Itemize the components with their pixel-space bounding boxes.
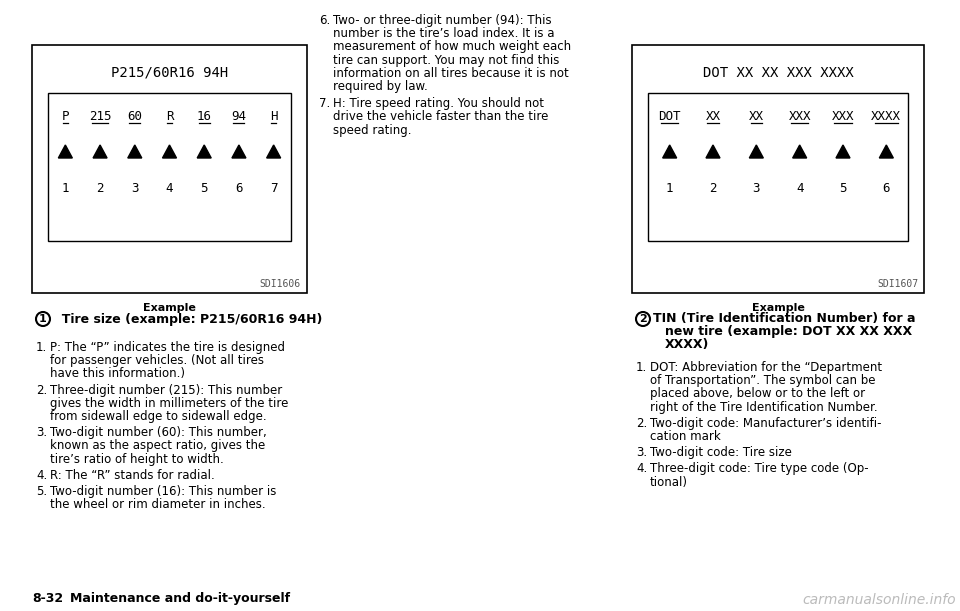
Text: DOT: Abbreviation for the “Department: DOT: Abbreviation for the “Department <box>650 361 882 374</box>
Text: H: H <box>270 111 277 123</box>
Text: new tire (example: DOT XX XX XXX: new tire (example: DOT XX XX XXX <box>665 325 912 338</box>
Text: 4: 4 <box>166 181 173 194</box>
Text: measurement of how much weight each: measurement of how much weight each <box>333 40 571 53</box>
Text: right of the Tire Identification Number.: right of the Tire Identification Number. <box>650 401 877 414</box>
Text: 4: 4 <box>796 181 804 194</box>
Text: tire’s ratio of height to width.: tire’s ratio of height to width. <box>50 453 224 466</box>
Text: 1: 1 <box>39 314 47 324</box>
Text: 6: 6 <box>882 181 890 194</box>
Polygon shape <box>267 145 280 158</box>
Text: R: The “R” stands for radial.: R: The “R” stands for radial. <box>50 469 215 482</box>
FancyBboxPatch shape <box>648 93 908 241</box>
Text: DOT XX XX XXX XXXX: DOT XX XX XXX XXXX <box>703 66 853 80</box>
Text: 4.: 4. <box>36 469 47 482</box>
FancyBboxPatch shape <box>32 45 307 293</box>
Text: of Transportation”. The symbol can be: of Transportation”. The symbol can be <box>650 374 876 387</box>
Polygon shape <box>162 145 177 158</box>
Text: R: R <box>166 111 173 123</box>
Text: 1.: 1. <box>36 341 47 354</box>
Text: Two-digit code: Manufacturer’s identifi-: Two-digit code: Manufacturer’s identifi- <box>650 417 881 430</box>
Text: the wheel or rim diameter in inches.: the wheel or rim diameter in inches. <box>50 498 266 511</box>
Text: 2: 2 <box>709 181 717 194</box>
Text: 4.: 4. <box>636 463 647 475</box>
Text: 16: 16 <box>197 111 212 123</box>
Text: P: P <box>61 111 69 123</box>
Polygon shape <box>793 145 806 158</box>
Text: tional): tional) <box>650 475 688 489</box>
Text: XXX: XXX <box>788 111 811 123</box>
Text: 215: 215 <box>89 111 111 123</box>
Text: 1.: 1. <box>636 361 647 374</box>
Text: Maintenance and do-it-yourself: Maintenance and do-it-yourself <box>70 592 290 605</box>
Text: 8-32: 8-32 <box>32 592 63 605</box>
Text: 2: 2 <box>96 181 104 194</box>
Text: XX: XX <box>749 111 764 123</box>
Text: Two-digit number (16): This number is: Two-digit number (16): This number is <box>50 485 276 498</box>
Text: P215/60R16 94H: P215/60R16 94H <box>110 66 228 80</box>
Text: gives the width in millimeters of the tire: gives the width in millimeters of the ti… <box>50 397 288 410</box>
Text: 5: 5 <box>201 181 208 194</box>
Text: from sidewall edge to sidewall edge.: from sidewall edge to sidewall edge. <box>50 410 267 423</box>
Text: cation mark: cation mark <box>650 430 721 443</box>
Text: known as the aspect ratio, gives the: known as the aspect ratio, gives the <box>50 439 265 452</box>
Polygon shape <box>879 145 894 158</box>
Text: Two-digit number (60): This number,: Two-digit number (60): This number, <box>50 426 267 439</box>
Text: 3.: 3. <box>636 446 647 459</box>
Text: 2: 2 <box>639 314 647 324</box>
Polygon shape <box>59 145 72 158</box>
Text: DOT: DOT <box>659 111 681 123</box>
Text: 3: 3 <box>753 181 760 194</box>
Text: 2.: 2. <box>36 384 47 397</box>
Text: 3: 3 <box>131 181 138 194</box>
Text: XXXX): XXXX) <box>665 338 709 351</box>
Text: 6: 6 <box>235 181 243 194</box>
Text: 1: 1 <box>61 181 69 194</box>
Text: 5: 5 <box>839 181 847 194</box>
Text: XXXX: XXXX <box>872 111 901 123</box>
Text: 7.: 7. <box>319 97 330 110</box>
Text: Example: Example <box>143 303 196 313</box>
Text: speed rating.: speed rating. <box>333 123 412 137</box>
Text: required by law.: required by law. <box>333 80 428 93</box>
Text: Three-digit code: Tire type code (Op-: Three-digit code: Tire type code (Op- <box>650 463 869 475</box>
Polygon shape <box>750 145 763 158</box>
Text: 94: 94 <box>231 111 247 123</box>
Polygon shape <box>93 145 108 158</box>
Polygon shape <box>706 145 720 158</box>
Text: Three-digit number (215): This number: Three-digit number (215): This number <box>50 384 282 397</box>
Text: 1: 1 <box>666 181 673 194</box>
Text: number is the tire’s load index. It is a: number is the tire’s load index. It is a <box>333 27 555 40</box>
Text: Two- or three-digit number (94): This: Two- or three-digit number (94): This <box>333 14 552 27</box>
Text: H: Tire speed rating. You should not: H: Tire speed rating. You should not <box>333 97 544 110</box>
Polygon shape <box>197 145 211 158</box>
Text: 7: 7 <box>270 181 277 194</box>
Text: P: The “P” indicates the tire is designed: P: The “P” indicates the tire is designe… <box>50 341 285 354</box>
Polygon shape <box>836 145 850 158</box>
Text: for passenger vehicles. (Not all tires: for passenger vehicles. (Not all tires <box>50 354 264 367</box>
Text: Two-digit code: Tire size: Two-digit code: Tire size <box>650 446 792 459</box>
Text: 60: 60 <box>128 111 142 123</box>
Text: XXX: XXX <box>831 111 854 123</box>
Text: carmanualsonline.info: carmanualsonline.info <box>803 593 956 607</box>
Text: Tire size (example: P215/60R16 94H): Tire size (example: P215/60R16 94H) <box>53 312 323 326</box>
Text: SDI1606: SDI1606 <box>260 279 301 289</box>
Polygon shape <box>232 145 246 158</box>
Polygon shape <box>128 145 142 158</box>
Text: 3.: 3. <box>36 426 47 439</box>
Text: Example: Example <box>752 303 804 313</box>
Text: 2.: 2. <box>636 417 647 430</box>
Text: 6.: 6. <box>319 14 330 27</box>
Text: have this information.): have this information.) <box>50 367 185 381</box>
Text: TIN (Tire Identification Number) for a: TIN (Tire Identification Number) for a <box>653 312 916 325</box>
Polygon shape <box>662 145 677 158</box>
Text: SDI1607: SDI1607 <box>876 279 918 289</box>
Text: tire can support. You may not find this: tire can support. You may not find this <box>333 54 560 67</box>
Text: drive the vehicle faster than the tire: drive the vehicle faster than the tire <box>333 111 548 123</box>
FancyBboxPatch shape <box>48 93 291 241</box>
Text: placed above, below or to the left or: placed above, below or to the left or <box>650 387 865 400</box>
Text: XX: XX <box>706 111 721 123</box>
FancyBboxPatch shape <box>632 45 924 293</box>
Text: information on all tires because it is not: information on all tires because it is n… <box>333 67 568 80</box>
Text: 5.: 5. <box>36 485 47 498</box>
